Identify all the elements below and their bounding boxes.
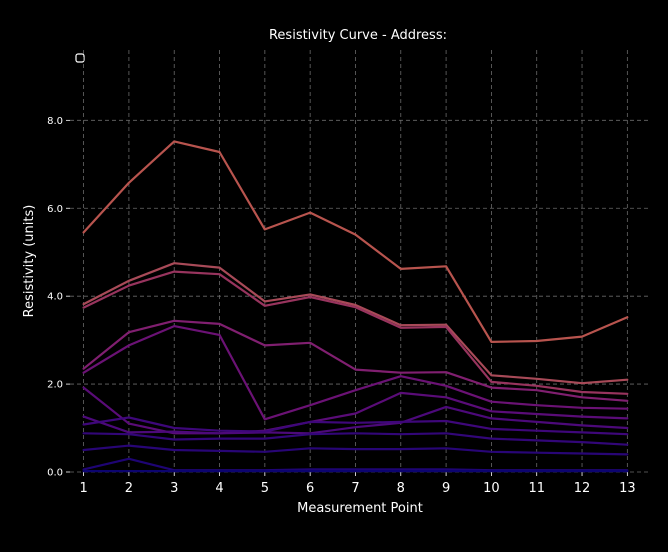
y-tick-label: 0.0 xyxy=(47,468,63,479)
y-tick-label: 8.0 xyxy=(47,116,63,127)
x-tick-label: 8 xyxy=(397,481,405,496)
x-tick-label: 13 xyxy=(619,481,636,496)
series-line-6 xyxy=(82,386,629,435)
x-tick-label: 7 xyxy=(351,481,359,496)
series-line-10 xyxy=(82,444,629,456)
x-tick-label: 11 xyxy=(528,481,545,496)
x-tick-label: 10 xyxy=(483,481,500,496)
x-tick-label: 12 xyxy=(574,481,591,496)
x-tick-label: 9 xyxy=(442,481,450,496)
x-ticks: 1 2 3 4 5 6 7 8 9 10 11 12 13 xyxy=(79,472,636,496)
y-tick-label: 4.0 xyxy=(47,292,63,303)
series-line-8 xyxy=(82,416,629,436)
series-group xyxy=(82,140,629,473)
x-tick-label: 2 xyxy=(125,481,133,496)
series-line-4 xyxy=(82,319,629,402)
x-axis-label: Measurement Point xyxy=(297,501,423,516)
y-tick-label: 2.0 xyxy=(47,380,63,391)
series-line-5 xyxy=(82,325,629,421)
legend-box xyxy=(75,53,85,63)
series-line-3 xyxy=(82,270,629,395)
y-axis-label: Resistivity (units) xyxy=(22,205,37,318)
x-tick-label: 3 xyxy=(170,481,178,496)
series-line-7 xyxy=(82,405,629,435)
series-line-1 xyxy=(82,140,629,343)
series-line-9 xyxy=(82,432,629,446)
y-ticks: 0.0 2.0 4.0 6.0 8.0 xyxy=(47,116,70,479)
x-tick-label: 5 xyxy=(261,481,269,496)
y-tick-label: 6.0 xyxy=(47,204,63,215)
series-line-2 xyxy=(82,262,629,385)
x-tick-label: 4 xyxy=(215,481,223,496)
x-tick-label: 1 xyxy=(79,481,87,496)
x-tick-label: 6 xyxy=(306,481,314,496)
chart-title: Resistivity Curve - Address: xyxy=(269,28,447,43)
